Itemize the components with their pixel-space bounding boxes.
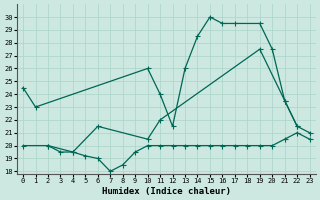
X-axis label: Humidex (Indice chaleur): Humidex (Indice chaleur) bbox=[102, 187, 231, 196]
